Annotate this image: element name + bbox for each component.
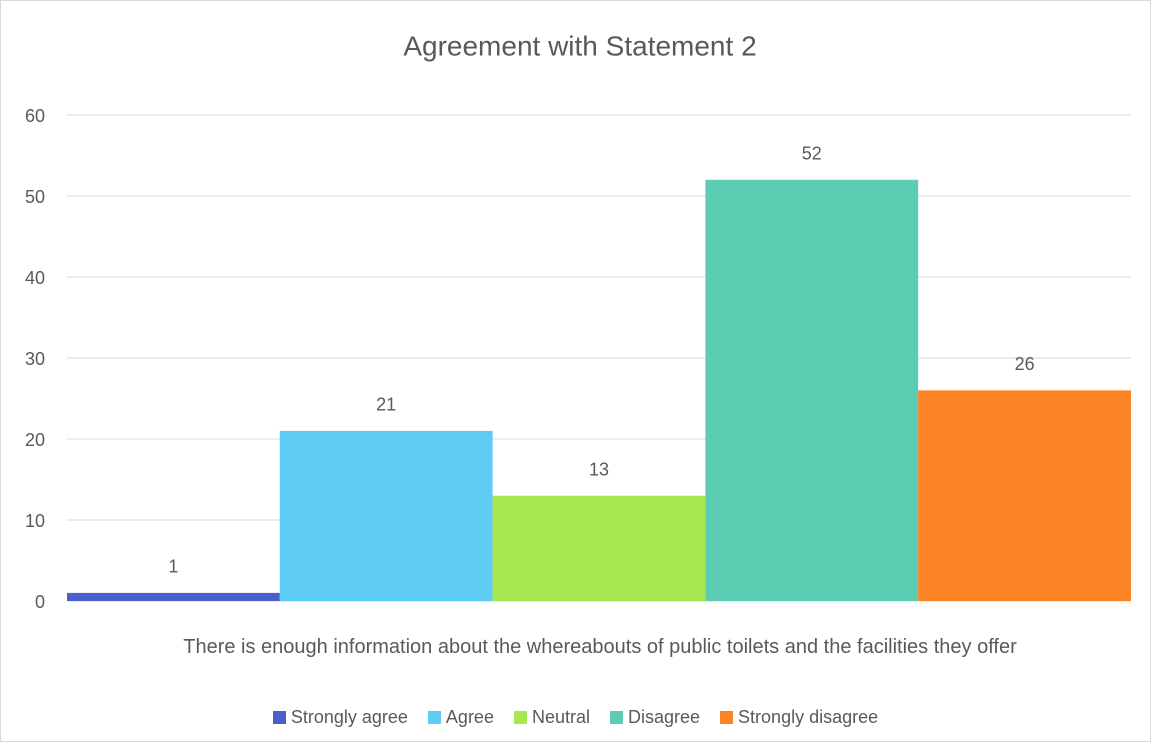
legend-label: Strongly agree: [290, 707, 408, 727]
legend-label: Agree: [445, 707, 494, 727]
x-category-label: There is enough information about the wh…: [183, 636, 1017, 658]
data-label: 13: [589, 459, 609, 479]
legend-label: Strongly disagree: [738, 707, 879, 727]
legend-swatch: [610, 711, 623, 724]
bar: [705, 179, 919, 602]
legend-label: Disagree: [628, 707, 701, 727]
bar: [918, 390, 1131, 601]
bar: [279, 430, 493, 601]
data-label: 21: [376, 395, 396, 415]
y-tick-label: 50: [25, 187, 45, 207]
y-tick-label: 40: [25, 268, 45, 288]
y-tick-label: 20: [25, 430, 45, 450]
legend-swatch: [272, 711, 286, 724]
data-label: 26: [1015, 354, 1035, 374]
legend: Strongly agree Agree Neutral Disagree Strong…: [0, 707, 1151, 728]
legend-item: Disagree: [610, 707, 700, 728]
y-tick-label: 60: [25, 106, 45, 126]
y-tick-label: 30: [25, 349, 45, 369]
legend-item: Neutral: [513, 707, 590, 728]
bar: [492, 495, 706, 601]
legend-label: Neutral: [531, 707, 590, 727]
legend-item: Strongly agree: [272, 707, 408, 728]
y-tick-label: 10: [25, 511, 45, 531]
bar: [67, 592, 280, 601]
chart-title: Agreement with Statement 2: [403, 30, 756, 61]
legend-item: Agree: [427, 707, 494, 728]
data-label: 1: [168, 557, 178, 577]
legend-swatch: [513, 711, 527, 724]
legend-swatch: [427, 711, 441, 724]
legend-swatch: [720, 711, 734, 724]
y-tick-label: 0: [35, 592, 45, 612]
legend-item: Strongly disagree: [720, 707, 878, 728]
data-label: 52: [802, 144, 822, 164]
